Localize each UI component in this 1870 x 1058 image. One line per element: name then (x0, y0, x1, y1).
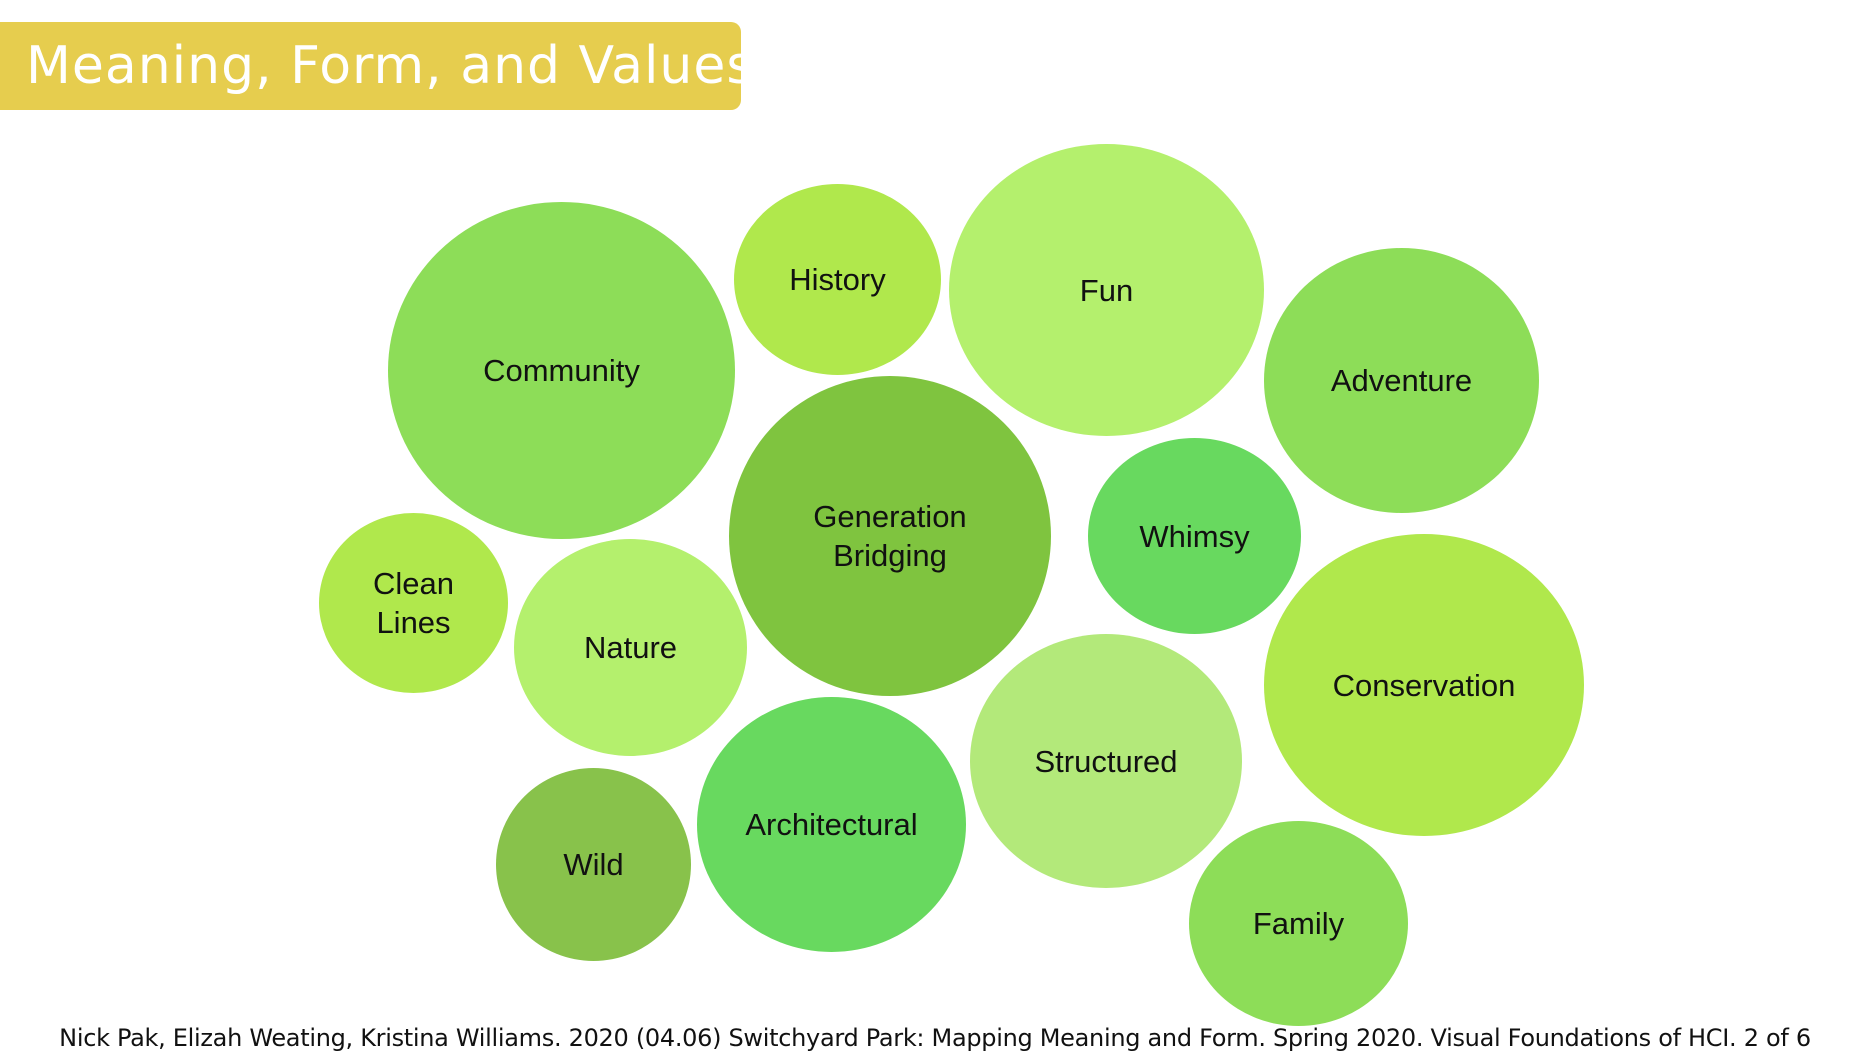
bubble-wild: Wild (496, 768, 691, 961)
bubble-community: Community (388, 202, 735, 539)
bubble-whimsy: Whimsy (1088, 438, 1301, 634)
bubble-label: Conservation (1332, 667, 1516, 703)
bubble-label: Whimsy (1139, 518, 1250, 554)
bubble-label: Nature (583, 630, 678, 665)
bubble-label: Generation Bridging (813, 499, 967, 573)
bubble-conservation: Conservation (1264, 534, 1584, 836)
page-title: Meaning, Form, and Values (26, 36, 755, 96)
bubble-label: History (789, 262, 886, 297)
bubble-label: Wild (563, 847, 624, 882)
bubble-label: Fun (1079, 272, 1134, 308)
title-banner: Meaning, Form, and Values (0, 22, 753, 110)
bubble-adventure: Adventure (1264, 248, 1539, 513)
bubble-label: Adventure (1330, 363, 1473, 398)
bubble-history: History (734, 184, 941, 375)
bubble-structured: Structured (970, 634, 1242, 888)
bubble-architectural: Architectural (697, 697, 966, 952)
bubble-clean-lines: Clean Lines (319, 513, 508, 693)
bubble-label: Structured (1034, 743, 1178, 779)
bubble-label: Clean Lines (373, 566, 454, 640)
bubble-label: Family (1252, 906, 1345, 941)
citation-caption: Nick Pak, Elizah Weating, Kristina Willi… (59, 1024, 1811, 1052)
bubble-generation-bridging: Generation Bridging (729, 376, 1051, 696)
bubble-label: Community (483, 353, 640, 388)
bubble-label: Architectural (745, 807, 918, 842)
bubble-fun: Fun (949, 144, 1264, 436)
bubble-family: Family (1189, 821, 1408, 1026)
bubble-nature: Nature (514, 539, 747, 756)
